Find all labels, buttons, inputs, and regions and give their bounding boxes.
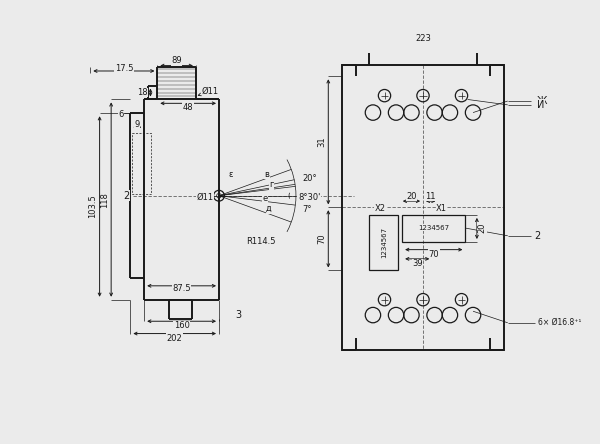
Text: 20: 20 [406, 192, 416, 201]
Text: 1234567: 1234567 [418, 225, 449, 231]
Text: 3: 3 [235, 310, 241, 320]
Text: 223: 223 [415, 34, 431, 43]
Text: ε: ε [228, 170, 233, 178]
Text: 8°30': 8°30' [299, 193, 321, 202]
Bar [402, 215, 466, 242]
Text: 70: 70 [428, 250, 439, 259]
Text: 20°: 20° [302, 174, 317, 183]
Text: 1234567: 1234567 [381, 227, 387, 258]
Bar [369, 215, 398, 270]
Text: в: в [264, 170, 269, 178]
Text: 9: 9 [135, 119, 140, 129]
Text: 7°: 7° [302, 205, 311, 214]
Text: 202: 202 [167, 334, 182, 343]
Text: д: д [266, 204, 272, 213]
Text: X2: X2 [374, 204, 385, 213]
Text: Ø11: Ø11 [197, 193, 214, 202]
Text: 2: 2 [124, 191, 130, 201]
Text: г: г [269, 180, 274, 190]
Text: 103.5: 103.5 [88, 194, 97, 218]
Text: 89: 89 [171, 56, 182, 65]
Text: 6: 6 [118, 111, 124, 119]
Text: 160: 160 [173, 321, 190, 330]
Text: 2: 2 [535, 231, 541, 241]
Text: 20: 20 [478, 223, 487, 233]
Text: 48: 48 [183, 103, 193, 112]
Text: Ж: Ж [537, 96, 547, 106]
Text: 6× Ø16.8⁺¹: 6× Ø16.8⁺¹ [539, 318, 582, 327]
Text: X1: X1 [436, 204, 447, 213]
Text: 18: 18 [137, 88, 148, 97]
Text: Ø11: Ø11 [202, 87, 219, 96]
Text: е: е [263, 194, 268, 203]
Text: 17.5: 17.5 [115, 64, 133, 73]
Text: 118: 118 [100, 192, 109, 207]
Text: R114.5: R114.5 [247, 238, 276, 246]
Text: 70: 70 [317, 234, 326, 244]
Text: И: И [537, 100, 544, 110]
Text: 11: 11 [425, 192, 436, 201]
Bar [342, 65, 504, 350]
Bar [132, 133, 151, 194]
Text: 39: 39 [412, 259, 423, 268]
Text: 31: 31 [317, 136, 326, 147]
Text: 87.5: 87.5 [172, 285, 191, 293]
